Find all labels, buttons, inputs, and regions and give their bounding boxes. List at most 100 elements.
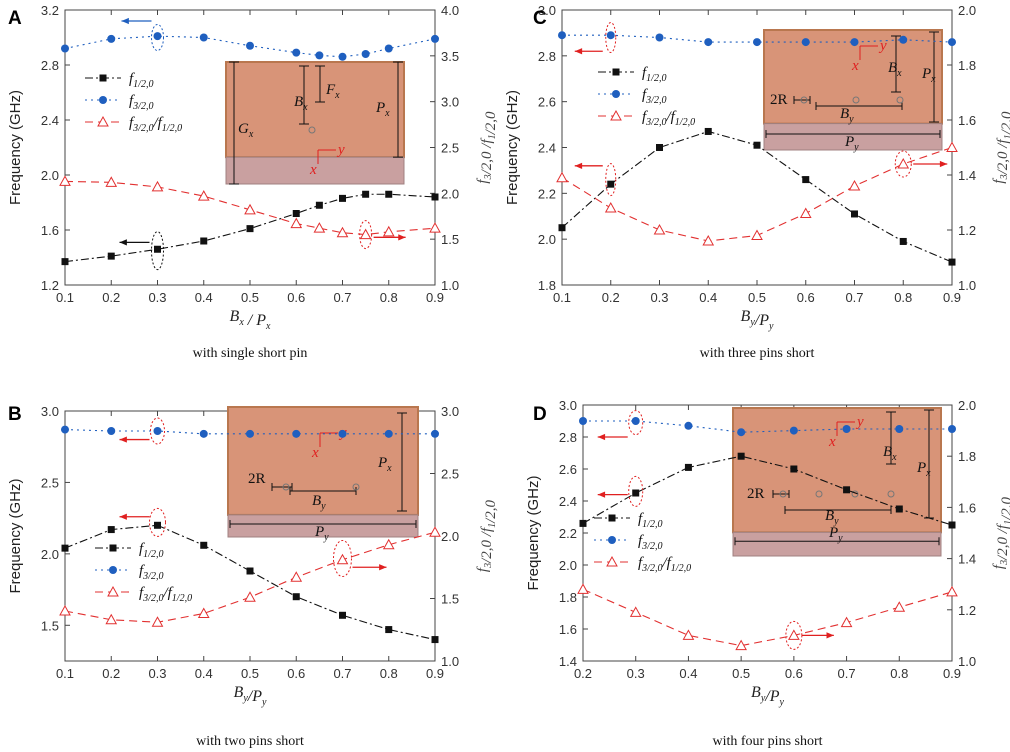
f3-point: [338, 429, 347, 438]
f3-point: [684, 421, 693, 430]
label-py: Py: [314, 524, 329, 543]
f1-point: [948, 258, 956, 266]
y-axis-label: Frequency (GHz): [504, 90, 521, 205]
legend-label: f3/2,0: [642, 87, 666, 106]
y-tick-label: 1.8: [538, 278, 556, 293]
f3-point: [850, 38, 859, 47]
f3-point: [606, 31, 615, 40]
patch-ground: [225, 156, 405, 185]
ratio-point: [840, 616, 853, 628]
y-tick-label: 2.0: [41, 547, 59, 562]
f3-point: [558, 31, 566, 40]
f1-point: [200, 237, 208, 245]
legend-label: f3/2,0/f1/2,0: [638, 555, 691, 574]
ratio-point: [290, 571, 303, 582]
f1-point: [200, 541, 208, 549]
coord-label-y: y: [855, 414, 864, 430]
f3-axis-arrow-head: [121, 17, 129, 25]
shorting-pin: [800, 96, 808, 104]
x-tick-label: 0.6: [785, 666, 803, 681]
f1-point: [431, 636, 439, 644]
f1-point: [315, 201, 323, 209]
x-tick-label: 0.7: [333, 290, 351, 305]
coord-label-x: x: [828, 434, 836, 450]
ratio-point: [946, 585, 958, 597]
x-tick-label: 0.2: [102, 290, 120, 305]
ratio-point: [313, 222, 326, 233]
x-tick-label: 0.5: [748, 290, 766, 305]
legend-label: f3/2,0/f1/2,0: [129, 115, 182, 134]
y2-tick-label: 3.0: [441, 95, 459, 110]
series-line-ratio: [561, 146, 953, 242]
f3-point: [631, 417, 640, 425]
ratio-annotation-ellipse: [894, 150, 912, 178]
ratio-axis-arrow-head: [379, 564, 387, 571]
series-line-f1: [582, 455, 953, 526]
ratio-point: [151, 180, 164, 192]
x-tick-label: 0.3: [650, 290, 668, 305]
y-tick-label: 3.0: [559, 398, 577, 413]
f3-axis-arrow-head: [597, 433, 606, 441]
f1-point: [899, 237, 907, 245]
ratio-point: [848, 179, 861, 191]
y2-tick-label: 1.8: [958, 449, 976, 464]
label-by: By: [840, 106, 854, 125]
y-tick-label: 1.5: [41, 618, 59, 633]
label-gx: Gx: [238, 121, 254, 140]
ratio-annotation-ellipse: [333, 540, 352, 577]
x-tick-label: 0.4: [195, 290, 213, 305]
y-tick-label: 3.2: [41, 3, 59, 18]
f3-point: [61, 425, 69, 434]
annotations: [119, 417, 387, 577]
patch-top: [225, 61, 405, 159]
ratio-point: [382, 225, 395, 237]
x-tick-label: 0.3: [148, 290, 166, 305]
f3-point: [655, 33, 664, 42]
f1-point: [607, 180, 615, 188]
y2-tick-label: 3.5: [441, 49, 459, 64]
series-line-f3: [64, 429, 435, 435]
ratio-point: [702, 234, 715, 246]
f3-point: [789, 426, 798, 435]
f1-point: [895, 505, 903, 513]
ratio-axis-arrow-head: [939, 160, 948, 168]
ratio-point: [59, 175, 71, 186]
label-py: Py: [844, 134, 859, 153]
legend-marker: [109, 566, 117, 574]
legend: f1/2,0 f3/2,0 f3/2,0/f1/2,0: [598, 65, 695, 128]
shorting-pin: [852, 96, 860, 104]
y2-tick-label: 1.6: [958, 113, 976, 128]
f1-point: [579, 519, 587, 527]
ratio-point: [59, 604, 71, 616]
legend-marker: [107, 585, 119, 597]
f1-point: [61, 258, 69, 266]
f3-point: [431, 429, 439, 438]
shorting-pin: [308, 126, 316, 134]
series-line-f3: [583, 420, 952, 433]
f3-axis-arrow-head: [119, 436, 127, 443]
x-tick-label: 0.5: [732, 666, 750, 681]
label-bx: Bx: [888, 60, 902, 79]
legend-marker: [99, 96, 107, 104]
y2-tick-label: 1.8: [958, 58, 976, 73]
label-2r: 2R: [747, 486, 765, 502]
f3-point: [153, 427, 162, 435]
ratio-point: [197, 190, 210, 201]
shorting-pin: [815, 490, 823, 498]
x-tick-label: 0.4: [195, 666, 213, 681]
x-tick-label: 0.9: [426, 290, 444, 305]
f3-point: [895, 425, 904, 433]
y-tick-label: 1.6: [41, 223, 59, 238]
x-tick-label: 0.7: [845, 290, 863, 305]
f3-point: [431, 34, 439, 43]
y-tick-label: 1.2: [41, 278, 59, 293]
f1-point: [843, 486, 851, 494]
ratio-annotation-ellipse: [359, 220, 373, 250]
legend-marker: [608, 536, 616, 544]
y2-axis-label: f3/2,0 /f1/2,0: [991, 496, 1010, 569]
x-tick-label: 0.8: [890, 666, 908, 681]
legend: f1/2,0 f3/2,0 f3/2,0/f1/2,0: [85, 71, 182, 134]
x-tick-label: 0.7: [838, 666, 856, 681]
ratio-point: [604, 201, 617, 213]
f1-point: [656, 144, 663, 151]
